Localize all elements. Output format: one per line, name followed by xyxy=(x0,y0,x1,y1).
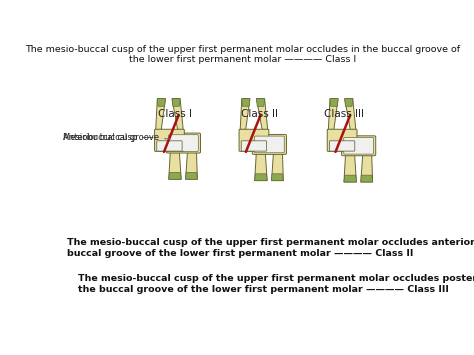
FancyBboxPatch shape xyxy=(241,141,266,151)
FancyBboxPatch shape xyxy=(327,129,357,151)
Polygon shape xyxy=(169,173,181,179)
Polygon shape xyxy=(186,151,197,179)
Polygon shape xyxy=(256,99,264,106)
Polygon shape xyxy=(256,99,268,130)
FancyBboxPatch shape xyxy=(342,136,376,156)
FancyBboxPatch shape xyxy=(155,129,184,151)
Text: the buccal groove of the lower first permanent molar ———— Class III: the buccal groove of the lower first per… xyxy=(78,284,448,294)
Text: Class III: Class III xyxy=(324,109,364,119)
Text: Mesiobuccal cusp: Mesiobuccal cusp xyxy=(63,132,153,142)
Polygon shape xyxy=(344,153,356,182)
Text: Class I: Class I xyxy=(158,109,192,119)
Polygon shape xyxy=(345,99,353,106)
FancyBboxPatch shape xyxy=(157,141,182,151)
FancyBboxPatch shape xyxy=(252,135,286,154)
Polygon shape xyxy=(255,152,267,181)
Polygon shape xyxy=(361,175,373,182)
Polygon shape xyxy=(242,99,250,106)
Text: The mesio-buccal cusp of the upper first permanent molar occludes anterior to th: The mesio-buccal cusp of the upper first… xyxy=(66,238,474,247)
Text: Anterior buccal groove: Anterior buccal groove xyxy=(63,133,170,142)
Polygon shape xyxy=(255,174,267,181)
FancyBboxPatch shape xyxy=(169,135,198,151)
Polygon shape xyxy=(157,99,165,106)
Text: buccal groove of the lower first permanent molar ———— Class II: buccal groove of the lower first permane… xyxy=(66,249,413,258)
Text: the lower first permanent molar ———— Class I: the lower first permanent molar ———— Cla… xyxy=(129,55,356,64)
Polygon shape xyxy=(344,175,356,182)
Polygon shape xyxy=(155,99,165,130)
Text: Class II: Class II xyxy=(241,109,278,119)
Polygon shape xyxy=(330,99,338,106)
FancyBboxPatch shape xyxy=(239,129,269,151)
FancyBboxPatch shape xyxy=(166,133,201,153)
FancyBboxPatch shape xyxy=(255,136,284,153)
Polygon shape xyxy=(169,151,181,179)
Polygon shape xyxy=(345,99,356,130)
Polygon shape xyxy=(328,99,338,130)
Polygon shape xyxy=(172,99,183,130)
Polygon shape xyxy=(361,153,373,182)
Polygon shape xyxy=(172,99,180,106)
Polygon shape xyxy=(272,152,283,181)
Text: The mesio-buccal cusp of the upper first permanent molar occludes in the buccal : The mesio-buccal cusp of the upper first… xyxy=(26,45,460,54)
Polygon shape xyxy=(240,99,250,130)
Polygon shape xyxy=(272,174,283,181)
FancyBboxPatch shape xyxy=(344,137,374,154)
FancyBboxPatch shape xyxy=(329,141,355,151)
Text: The mesio-buccal cusp of the upper first permanent molar occludes posterior to: The mesio-buccal cusp of the upper first… xyxy=(78,274,474,283)
Polygon shape xyxy=(186,173,197,179)
